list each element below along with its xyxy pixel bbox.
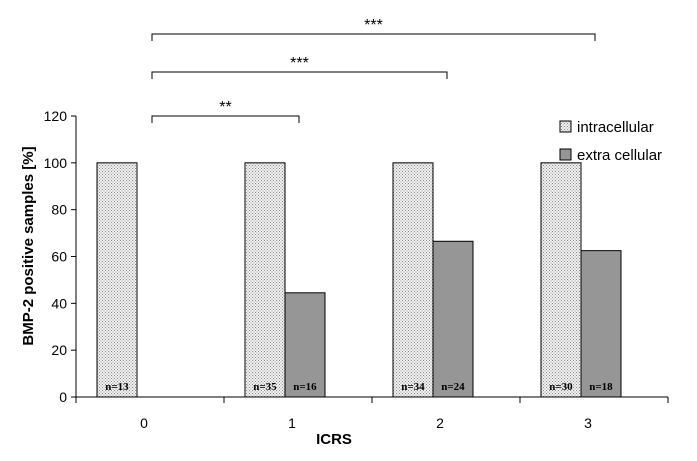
- y-tick-label: 80: [51, 202, 67, 218]
- n-label: n=34: [401, 381, 425, 393]
- n-label: n=18: [589, 381, 613, 393]
- significance-bracket: [151, 71, 448, 79]
- x-tick-label: 2: [436, 415, 444, 431]
- y-tick-label: 20: [51, 342, 67, 358]
- significance-bracket: [151, 33, 596, 41]
- legend: intracellular extra cellular: [559, 119, 662, 164]
- n-label: n=24: [441, 381, 465, 393]
- n-label: n=30: [549, 381, 573, 393]
- significance-label: **: [219, 99, 231, 116]
- significance-label: ***: [290, 55, 309, 72]
- n-label: n=35: [253, 381, 277, 393]
- bar-intracellular-0: [96, 162, 138, 398]
- legend-swatch: [559, 148, 572, 161]
- x-tick-label: 1: [288, 415, 296, 431]
- bar-extracellular-3: [580, 250, 622, 398]
- bars: n=13 n=35 n=16 n=34 n=24 n=30 n=18: [96, 162, 622, 398]
- y-tick-label: 120: [44, 108, 68, 124]
- x-axis-title: ICRS: [316, 431, 352, 448]
- legend-swatch: [559, 120, 572, 133]
- bar-extracellular-2: [432, 240, 474, 398]
- bar-intracellular-3: [540, 162, 582, 398]
- legend-label: intracellular: [577, 119, 654, 136]
- n-label: n=13: [105, 381, 129, 393]
- y-axis-title: BMP-2 positive samples [%]: [20, 146, 37, 345]
- bar-intracellular-2: [392, 162, 434, 398]
- y-tick-label: 40: [51, 295, 67, 311]
- y-tick-label: 60: [51, 249, 67, 265]
- axes: 0 20 40 60 80 100 120 0 1 2 3 ICRS BMP-2 positive sa…: [20, 108, 669, 448]
- x-tick-label: 0: [140, 415, 148, 431]
- significance-bracket: [151, 115, 300, 123]
- y-tick-label: 0: [59, 389, 67, 405]
- bar-intracellular-1: [244, 162, 286, 398]
- n-label: n=16: [293, 381, 317, 393]
- legend-label: extra cellular: [577, 147, 662, 164]
- y-tick-label: 100: [44, 155, 68, 171]
- significance-label: ***: [364, 17, 383, 34]
- x-tick-label: 3: [584, 415, 592, 431]
- bar-extracellular-1: [284, 292, 326, 398]
- significance-brackets: ********: [151, 17, 596, 123]
